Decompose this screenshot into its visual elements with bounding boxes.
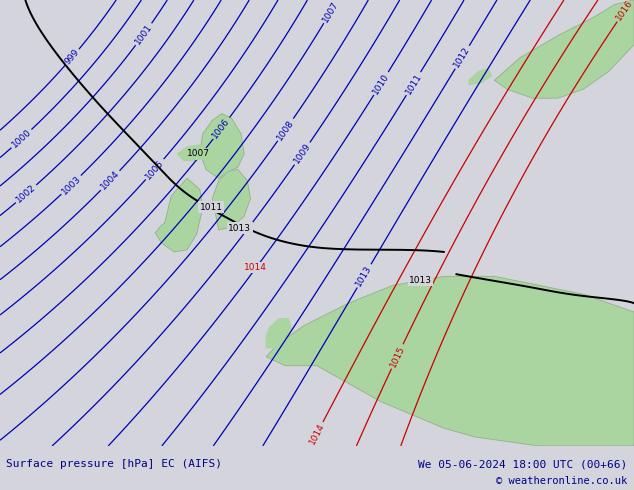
Text: 1013: 1013 — [354, 264, 374, 288]
Text: 1002: 1002 — [15, 183, 37, 205]
Text: 1001: 1001 — [133, 23, 154, 46]
Text: 1000: 1000 — [10, 127, 33, 150]
Text: 999: 999 — [63, 48, 81, 67]
Polygon shape — [266, 276, 634, 446]
Text: 1016: 1016 — [614, 0, 634, 23]
Polygon shape — [155, 178, 203, 252]
Polygon shape — [266, 319, 292, 348]
Text: We 05-06-2024 18:00 UTC (00+66): We 05-06-2024 18:00 UTC (00+66) — [418, 459, 628, 469]
Text: 1011: 1011 — [200, 203, 223, 212]
Text: 1014: 1014 — [307, 422, 326, 446]
Text: 1007: 1007 — [321, 0, 340, 24]
Polygon shape — [495, 0, 634, 98]
Text: 1010: 1010 — [371, 72, 391, 96]
Polygon shape — [178, 145, 206, 161]
Polygon shape — [469, 69, 491, 85]
Text: 1013: 1013 — [409, 275, 432, 285]
Text: 1006: 1006 — [211, 117, 232, 140]
Text: 1012: 1012 — [453, 45, 472, 69]
Text: © weatheronline.co.uk: © weatheronline.co.uk — [496, 476, 628, 487]
Text: 1003: 1003 — [60, 174, 82, 196]
Text: 1004: 1004 — [99, 169, 122, 192]
Text: 1011: 1011 — [404, 72, 424, 96]
Text: Surface pressure [hPa] EC (AIFS): Surface pressure [hPa] EC (AIFS) — [6, 459, 223, 469]
Text: 1009: 1009 — [292, 142, 313, 166]
Text: 1013: 1013 — [228, 224, 251, 233]
Polygon shape — [200, 114, 244, 178]
Text: 1015: 1015 — [388, 344, 406, 369]
Polygon shape — [212, 170, 250, 230]
Text: 1014: 1014 — [244, 263, 267, 272]
Text: 1005: 1005 — [144, 158, 165, 181]
Text: 1008: 1008 — [275, 118, 296, 142]
Text: 1007: 1007 — [187, 149, 210, 158]
